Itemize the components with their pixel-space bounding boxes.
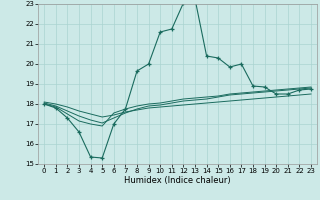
- X-axis label: Humidex (Indice chaleur): Humidex (Indice chaleur): [124, 176, 231, 185]
